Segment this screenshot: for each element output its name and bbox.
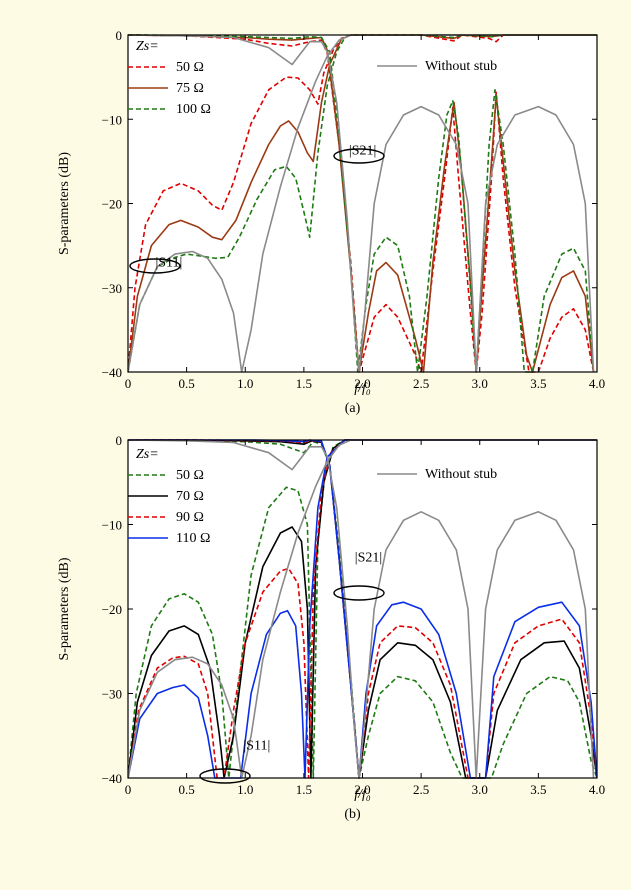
annotation-label: |S21| bbox=[355, 551, 382, 566]
y-tick-label: −40 bbox=[102, 365, 122, 380]
annotation-ellipse bbox=[333, 148, 385, 164]
x-tick-label: 3.5 bbox=[530, 376, 546, 391]
y-axis-label: S-parameters (dB) bbox=[57, 557, 72, 660]
legend-title: Zs= bbox=[136, 39, 159, 54]
x-axis-label: f/f₀ bbox=[354, 381, 371, 396]
y-tick-label: −30 bbox=[102, 687, 122, 702]
y-axis-label: S-parameters (dB) bbox=[57, 152, 72, 255]
legend-entry: 75 Ω bbox=[176, 81, 204, 96]
x-tick-label: 1.5 bbox=[296, 376, 312, 391]
x-axis-label: f/f₀ bbox=[354, 787, 371, 802]
series-line-s11 bbox=[128, 439, 597, 779]
annotation-label: |S21| bbox=[349, 144, 376, 159]
legend-entry: Without stub bbox=[425, 467, 497, 482]
series-line-s11 bbox=[128, 34, 597, 373]
x-tick-label: 3.0 bbox=[472, 782, 488, 797]
x-tick-label: 2.5 bbox=[413, 376, 429, 391]
chart-panel-b: 0 0.5 1.0 1.5 2.0 2.5 3.0 3.5 4.0 0 −10 −20 −30 −40 f/… bbox=[57, 433, 605, 822]
series-line-s21 bbox=[128, 439, 597, 779]
y-tick-label: −40 bbox=[102, 771, 122, 786]
legend-entry: 90 Ω bbox=[176, 510, 204, 525]
legend-entry: 70 Ω bbox=[176, 489, 204, 504]
legend-entry: 50 Ω bbox=[176, 468, 204, 483]
annotation-ellipse bbox=[199, 768, 251, 784]
annotation-label: |S11| bbox=[243, 738, 270, 753]
series-line-s21 bbox=[128, 439, 597, 779]
series-line-s11 bbox=[128, 439, 597, 779]
legend-entry: 50 Ω bbox=[176, 60, 204, 75]
panel-label: (a) bbox=[345, 401, 361, 416]
series-line-s21 bbox=[128, 34, 595, 373]
annotation-ellipse bbox=[333, 585, 385, 601]
x-tick-label: 0.5 bbox=[179, 782, 195, 797]
y-tick-label: −20 bbox=[102, 197, 122, 212]
chart-panel-a: 0 0.5 1.0 1.5 2.0 2.5 3.0 3.5 4.0 0 −10 −20 −30 −40 f/… bbox=[57, 28, 605, 416]
series-line-s21 bbox=[128, 439, 595, 779]
x-tick-label: 2.0 bbox=[354, 782, 370, 797]
x-tick-label: 2.5 bbox=[413, 782, 429, 797]
x-tick-label: 0 bbox=[125, 376, 132, 391]
annotation-label: |S11| bbox=[155, 256, 182, 271]
y-tick-label: −10 bbox=[102, 518, 122, 533]
x-tick-label: 1.0 bbox=[237, 782, 253, 797]
panel-label: (b) bbox=[344, 807, 361, 822]
y-tick-label: −30 bbox=[102, 281, 122, 296]
series-line-s21 bbox=[128, 439, 597, 779]
y-tick-label: 0 bbox=[116, 28, 123, 43]
plot-area bbox=[128, 35, 597, 372]
plot-area bbox=[128, 440, 597, 778]
x-tick-label: 4.0 bbox=[589, 376, 605, 391]
series-group bbox=[128, 439, 597, 779]
series-line-s21 bbox=[128, 34, 595, 373]
x-tick-label: 1.0 bbox=[237, 376, 253, 391]
legend-entry: Without stub bbox=[425, 59, 497, 74]
series-line-s11 bbox=[128, 34, 597, 373]
series-line-s11 bbox=[128, 439, 597, 779]
legend-title: Zs= bbox=[136, 447, 159, 462]
x-tick-label: 0.5 bbox=[179, 376, 195, 391]
x-tick-label: 4.0 bbox=[589, 782, 605, 797]
y-tick-label: 0 bbox=[116, 433, 123, 448]
legend-entry: 100 Ω bbox=[176, 102, 211, 117]
x-tick-label: 0 bbox=[125, 782, 132, 797]
x-tick-label: 3.0 bbox=[472, 376, 488, 391]
y-tick-label: −10 bbox=[102, 112, 122, 127]
y-tick-label: −20 bbox=[102, 602, 122, 617]
annotation-ellipse bbox=[129, 258, 181, 274]
x-tick-label: 1.5 bbox=[296, 782, 312, 797]
x-tick-label: 3.5 bbox=[530, 782, 546, 797]
x-tick-label: 2.0 bbox=[354, 376, 370, 391]
legend-entry: 110 Ω bbox=[176, 531, 210, 546]
